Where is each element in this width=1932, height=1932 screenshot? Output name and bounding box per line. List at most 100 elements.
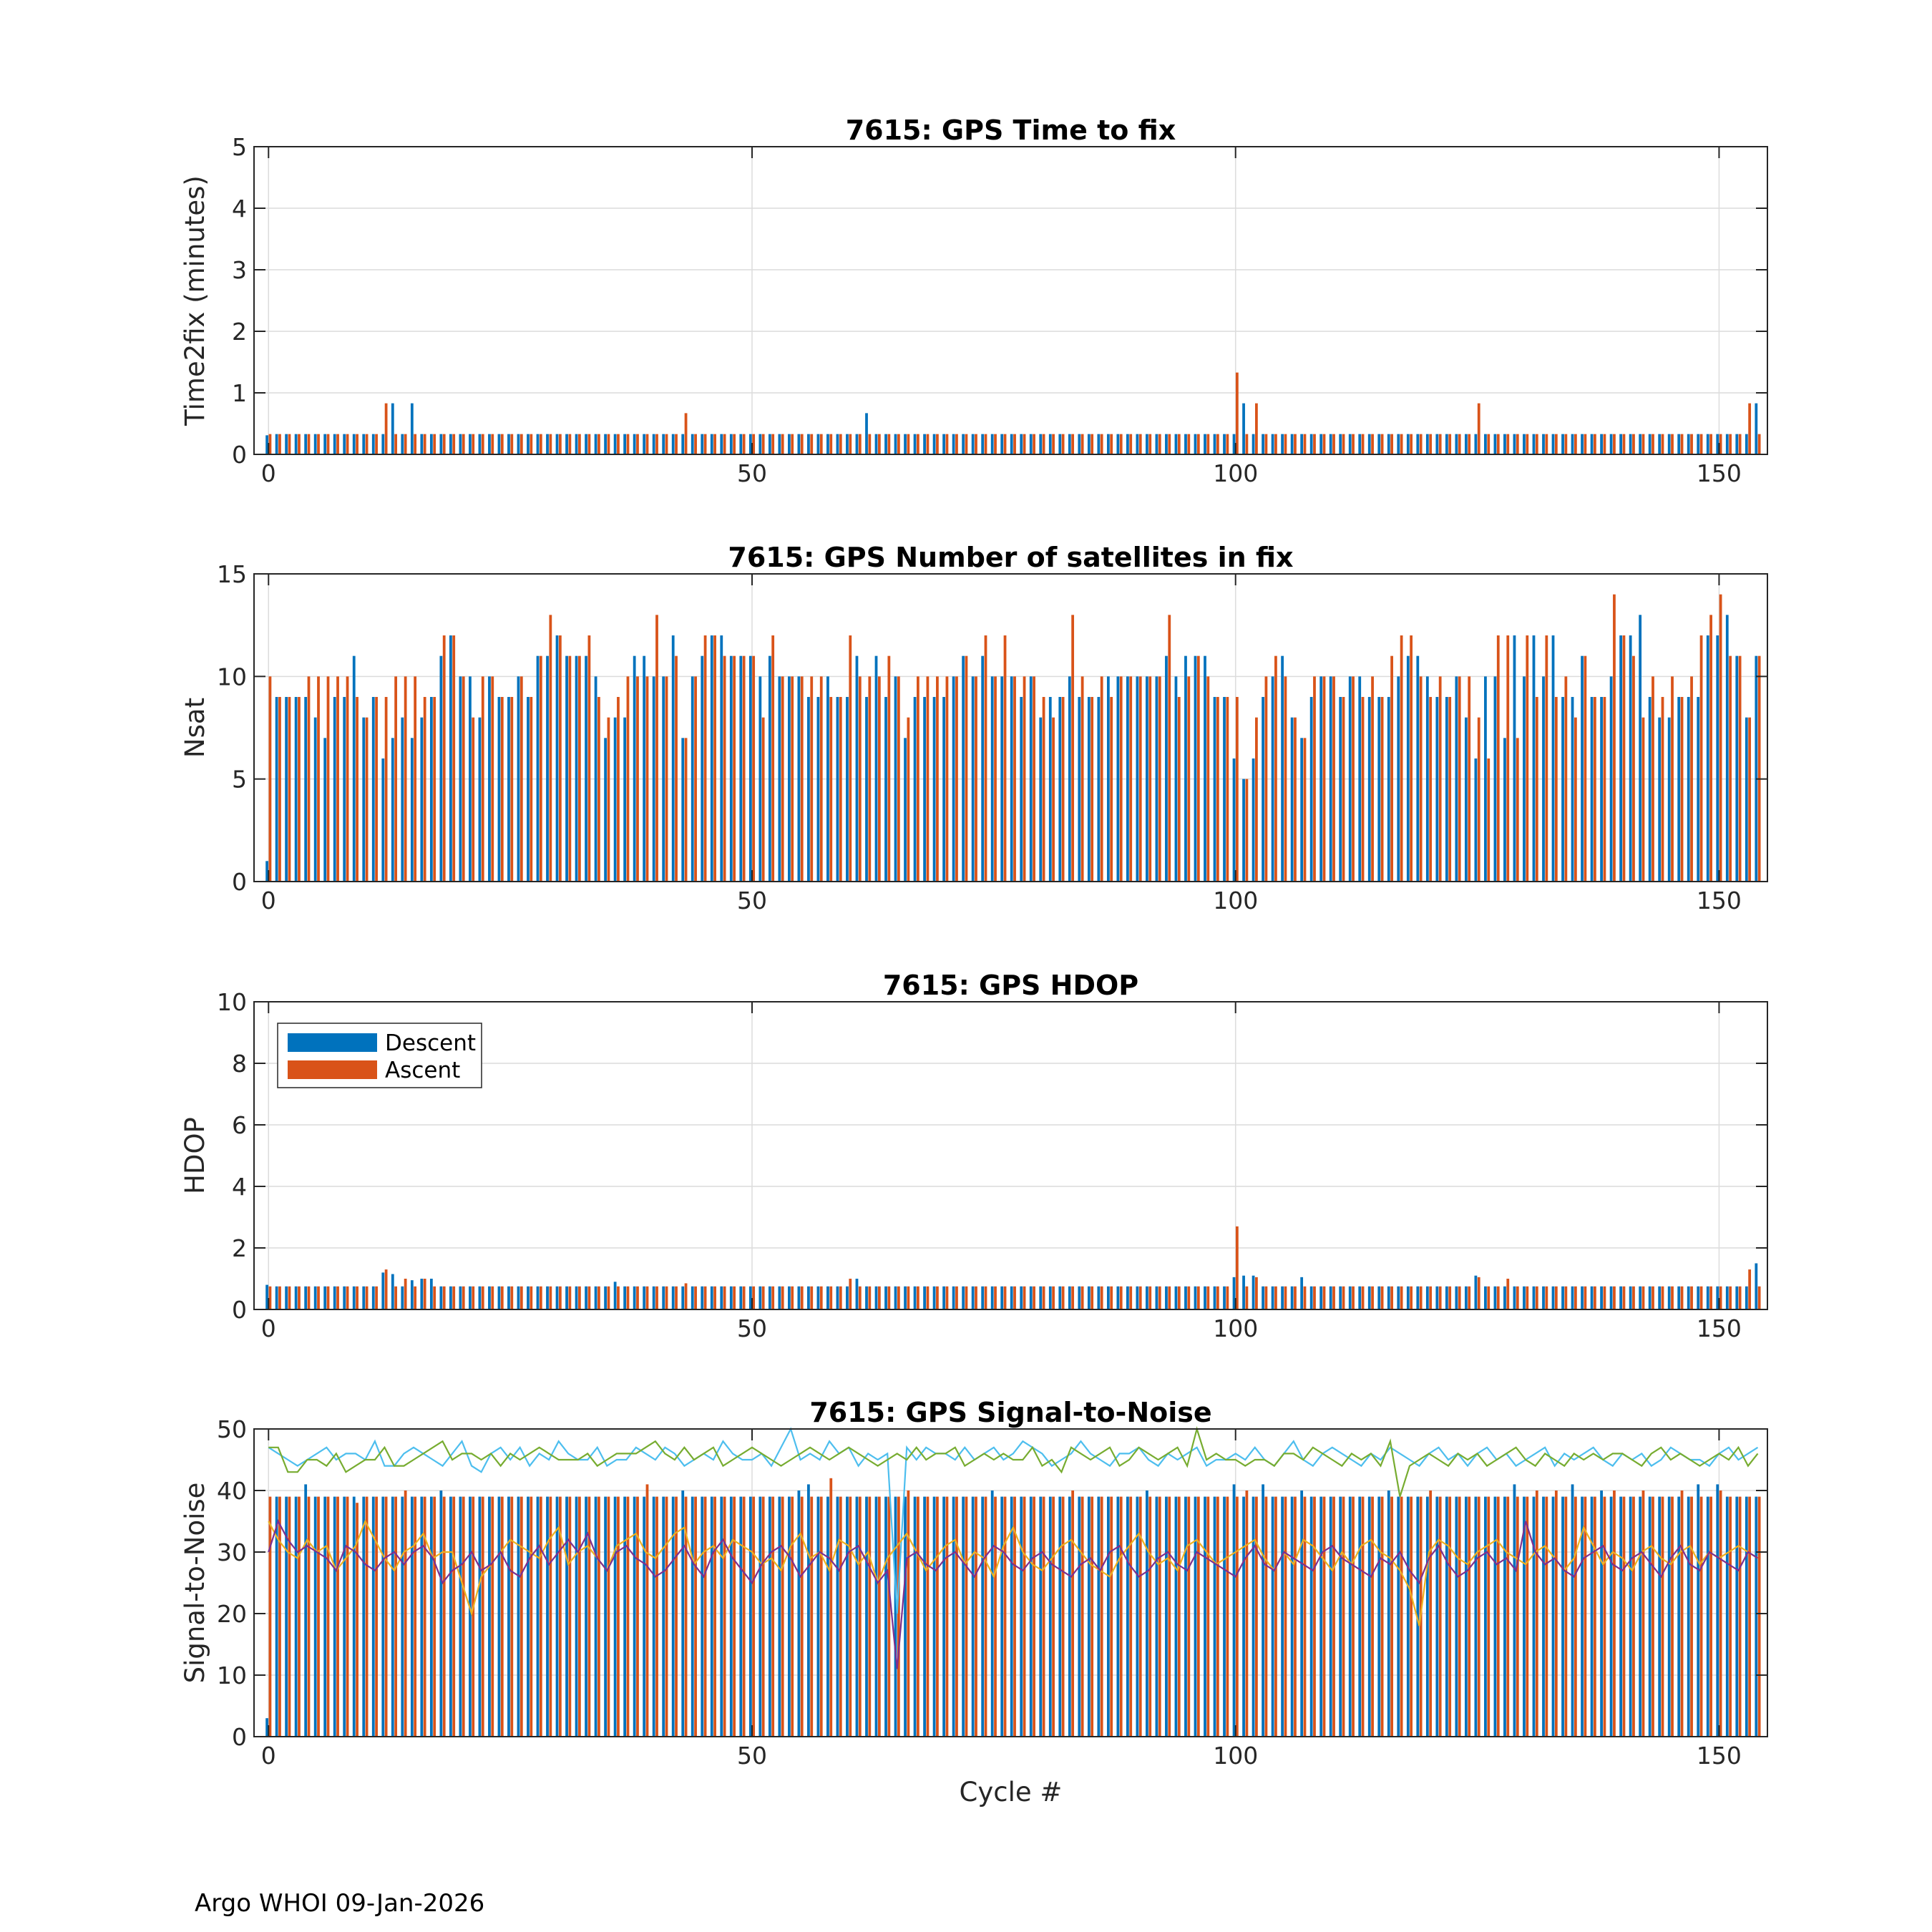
descent-bar <box>904 1286 907 1309</box>
ascent-bar <box>1699 1496 1703 1737</box>
ascent-bar <box>394 1496 398 1737</box>
ascent-bar <box>877 1496 881 1737</box>
descent-bar <box>904 1496 907 1737</box>
descent-bar <box>469 676 472 882</box>
descent-bar <box>807 1286 810 1309</box>
descent-bar <box>1010 676 1013 882</box>
chart-panel-4: 0 50 100 150 0 10 20 30 40 50 7615: GPS Signal-to-… <box>180 1397 1768 1807</box>
x-axis-label: Cycle # <box>960 1777 1063 1807</box>
ascent-bar <box>1545 635 1548 882</box>
descent-bar <box>1106 676 1110 882</box>
descent-bar <box>1319 1496 1323 1737</box>
ascent-bar <box>1506 434 1510 454</box>
descent-bar <box>1252 1275 1255 1309</box>
descent-bar <box>1600 1491 1603 1737</box>
descent-bar <box>401 717 404 882</box>
ascent-bar <box>858 676 862 882</box>
ascent-bar <box>829 697 833 882</box>
descent-bar <box>1639 1286 1642 1309</box>
ascent-bar <box>645 1484 649 1737</box>
descent-bar <box>1126 676 1129 882</box>
descent-bar <box>1455 1496 1458 1737</box>
ascent-bar <box>810 1496 814 1737</box>
descent-bar <box>942 1286 946 1309</box>
ascent-bar <box>452 434 456 454</box>
descent-bar <box>1339 1496 1342 1737</box>
ascent-bar <box>742 655 746 882</box>
descent-bar <box>1455 676 1458 882</box>
ascent-bar <box>1138 1496 1142 1737</box>
descent-bar <box>1658 1286 1662 1309</box>
descent-bar <box>488 434 491 454</box>
ascent-bar <box>1729 434 1732 454</box>
ascent-bar <box>1226 434 1229 454</box>
descent-bar <box>1048 1286 1052 1309</box>
ascent-bar <box>365 434 369 454</box>
descent-bar <box>1232 758 1236 882</box>
descent-bar <box>497 434 501 454</box>
ascent-bar <box>1003 1496 1007 1737</box>
descent-bar <box>439 1286 443 1309</box>
ascent-bar <box>645 434 649 454</box>
descent-bar <box>1697 434 1700 454</box>
descent-bar <box>652 676 655 882</box>
y-tick-label: 0 <box>232 868 247 896</box>
ascent-bar <box>597 1496 600 1737</box>
y-axis-label: Signal-to-Noise <box>180 1483 210 1684</box>
axes-box <box>253 1001 1768 1310</box>
descent-bar <box>1735 434 1739 454</box>
descent-bar <box>623 717 627 882</box>
descent-bar <box>294 434 298 454</box>
descent-bar <box>797 1286 801 1309</box>
ascent-bar <box>800 1286 804 1309</box>
descent-bar <box>1232 434 1236 454</box>
descent-bar <box>613 1496 617 1737</box>
ascent-bar <box>703 1286 707 1309</box>
descent-bar <box>1165 434 1168 454</box>
ascent-bar <box>1332 676 1335 882</box>
ascent-bar <box>1690 434 1693 454</box>
ascent-bar <box>1719 1491 1722 1737</box>
ascent-bar <box>1110 1286 1113 1309</box>
ascent-bar <box>1158 676 1161 882</box>
y-axis-label: Nsat <box>180 698 210 758</box>
ascent-bar <box>442 1496 446 1737</box>
ascent-bar <box>849 434 852 454</box>
ascent-bar <box>278 697 281 882</box>
descent-bar <box>1358 434 1362 454</box>
descent-bar <box>1725 1496 1729 1737</box>
ascent-bar <box>1371 676 1374 882</box>
ascent-bar <box>1671 434 1674 454</box>
descent-bar <box>565 1496 568 1737</box>
descent-bar <box>613 717 617 882</box>
descent-bar <box>1106 1286 1110 1309</box>
ascent-bar <box>965 1286 968 1309</box>
ascent-bar <box>694 676 697 882</box>
descent-bar <box>739 1496 743 1737</box>
ascent-bar <box>317 434 320 454</box>
descent-bar <box>1697 1286 1700 1309</box>
descent-bar <box>459 1496 462 1737</box>
descent-bar <box>1281 1496 1284 1737</box>
descent-bar <box>1309 697 1313 882</box>
descent-bar <box>536 1286 540 1309</box>
ascent-bar <box>1138 434 1142 454</box>
ascent-bar <box>1632 1496 1635 1737</box>
ascent-bar <box>1168 615 1171 882</box>
descent-bar <box>1223 1496 1226 1737</box>
ascent-bar <box>694 434 697 454</box>
legend-label-descent: Descent <box>385 1030 476 1056</box>
ascent-bar <box>356 697 358 882</box>
descent-bar <box>391 1274 394 1309</box>
ascent-bar <box>1554 1491 1558 1737</box>
y-tick-label: 10 <box>217 1662 247 1689</box>
descent-bar <box>971 434 975 454</box>
descent-bar <box>352 1496 356 1737</box>
descent-bar <box>1532 1286 1536 1309</box>
ascent-bar <box>617 1286 620 1309</box>
ascent-bar <box>1187 1496 1191 1737</box>
descent-bar <box>826 1286 829 1309</box>
descent-bar <box>1513 434 1516 454</box>
descent-bar <box>565 1286 568 1309</box>
ascent-bar <box>819 434 823 454</box>
